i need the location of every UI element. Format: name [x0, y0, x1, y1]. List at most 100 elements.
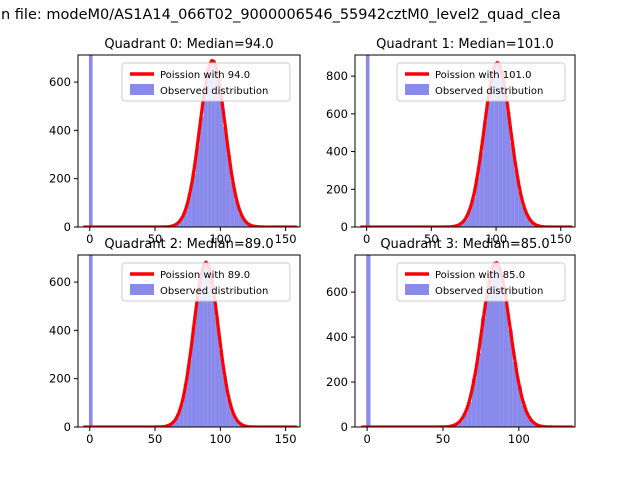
hist-bar — [199, 272, 204, 427]
y-tick-label: 600 — [326, 285, 348, 299]
legend: Poission with 101.0 Observed distribution — [396, 62, 566, 102]
hist-bar — [483, 121, 487, 227]
legend-label-poisson: Poission with 85.0 — [435, 270, 525, 281]
subplot-title: Quadrant 3: Median=85.0 — [380, 237, 549, 252]
hist-bar — [510, 143, 515, 227]
hist-bar — [506, 111, 511, 227]
x-tick-label: 0 — [86, 232, 93, 246]
hist-bar — [487, 94, 491, 227]
hist-bar — [463, 219, 468, 227]
poisson-curve — [82, 260, 298, 427]
x-tick-label: 50 — [436, 432, 451, 446]
hist-bar — [234, 420, 239, 427]
hist-bar — [222, 376, 227, 427]
zero-spike-bar — [88, 255, 93, 427]
hist-bar — [494, 263, 500, 427]
legend-label-observed: Observed distribution — [160, 286, 268, 297]
poisson-curve — [359, 60, 573, 227]
hist-bar — [211, 289, 216, 427]
y-tick-label: 400 — [326, 145, 348, 159]
hist-bar — [230, 181, 235, 227]
hist-bar — [508, 329, 513, 427]
hist-bar — [521, 404, 527, 427]
legend-box — [396, 62, 566, 102]
x-tick-label: 0 — [363, 232, 370, 246]
hist-bar — [485, 290, 491, 427]
hist-bar — [211, 61, 216, 227]
hist-bar — [187, 359, 192, 427]
subplot-title: Quadrant 0: Median=94.0 — [104, 37, 273, 52]
y-tick-label: 600 — [49, 275, 71, 289]
quadrant-0-plot: 0 50 100 150 0 200 400 600 Quadrant 0: Median=94… — [49, 37, 301, 246]
x-tick-label: 150 — [275, 432, 297, 446]
legend-label-observed: Observed distribution — [160, 86, 268, 97]
hist-bar — [529, 222, 534, 227]
hist-bar — [226, 154, 231, 227]
hist-bar — [207, 68, 212, 227]
quadrant-3-plot: 0 50 100 0 200 400 600 Quadrant 3: Median=85.0 P… — [326, 237, 576, 446]
legend: Poission with 89.0 Observed distribution — [121, 262, 291, 302]
hist-bar — [226, 398, 231, 427]
hist-bar — [458, 421, 463, 427]
poisson-curve — [361, 261, 574, 427]
legend-patch-sample — [130, 284, 154, 295]
hist-bar — [514, 169, 519, 227]
x-tick-label: 100 — [508, 432, 530, 446]
x-tick-label: 50 — [148, 432, 163, 446]
hist-bar — [238, 213, 243, 227]
figure-title: n file: modeM0/AS1A14_066T02_9000006546_… — [1, 7, 561, 23]
y-tick-label: 400 — [49, 323, 71, 337]
subplot-title: Quadrant 1: Median=101.0 — [376, 37, 554, 52]
axes-frame — [77, 254, 301, 428]
legend-box — [121, 62, 291, 102]
hist-bar — [191, 326, 196, 427]
hist-bar — [234, 199, 239, 227]
hist-bar — [479, 152, 484, 227]
legend: Poission with 94.0 Observed distribution — [121, 62, 291, 102]
hist-bar — [219, 94, 223, 227]
legend-box — [396, 262, 566, 302]
y-tick-label: 0 — [64, 220, 71, 234]
quadrant-2-plot: 0 50 100 150 0 200 400 600 Quadrant 2: Median=89… — [49, 237, 301, 446]
y-tick-label: 0 — [341, 420, 348, 434]
axes-frame — [354, 254, 576, 428]
legend-label-observed: Observed distribution — [435, 86, 543, 97]
hist-bar — [490, 71, 495, 227]
axes-frame — [77, 54, 301, 228]
legend: Poission with 85.0 Observed distribution — [396, 262, 566, 302]
x-tick-label: 100 — [209, 232, 231, 246]
hist-bar — [462, 413, 468, 427]
hist-bar — [475, 177, 480, 227]
hist-bar — [183, 209, 188, 227]
y-tick-label: 200 — [326, 375, 348, 389]
y-tick-label: 400 — [326, 330, 348, 344]
y-tick-label: 200 — [326, 182, 348, 196]
hist-bar — [183, 383, 188, 427]
y-tick-label: 0 — [341, 220, 348, 234]
hist-bar — [521, 206, 526, 227]
hist-bar — [512, 362, 518, 427]
hist-bar — [207, 268, 212, 427]
hist-bar — [531, 422, 536, 427]
hist-bar — [203, 263, 208, 427]
y-tick-label: 200 — [49, 372, 71, 386]
legend-label-poisson: Poission with 94.0 — [160, 70, 250, 81]
hist-bar — [494, 63, 499, 227]
hist-bar — [471, 197, 476, 227]
hist-bar — [230, 411, 235, 427]
hist-bar — [480, 317, 486, 427]
y-tick-label: 600 — [326, 107, 348, 121]
hist-bar — [195, 144, 200, 227]
zero-spike-bar — [366, 255, 371, 427]
y-tick-label: 400 — [49, 123, 71, 137]
y-tick-label: 800 — [326, 69, 348, 83]
hist-bar — [199, 117, 204, 227]
legend-label-poisson: Poission with 101.0 — [435, 70, 531, 81]
hist-bar — [187, 193, 192, 227]
x-tick-label: 50 — [148, 232, 163, 246]
hist-bar — [471, 378, 477, 427]
quadrant-1-plot: 0 50 100 150 0 200 400 600 800 Quadrant 1: Median… — [326, 37, 576, 246]
hist-bar — [175, 223, 180, 227]
hist-bar — [179, 217, 184, 227]
